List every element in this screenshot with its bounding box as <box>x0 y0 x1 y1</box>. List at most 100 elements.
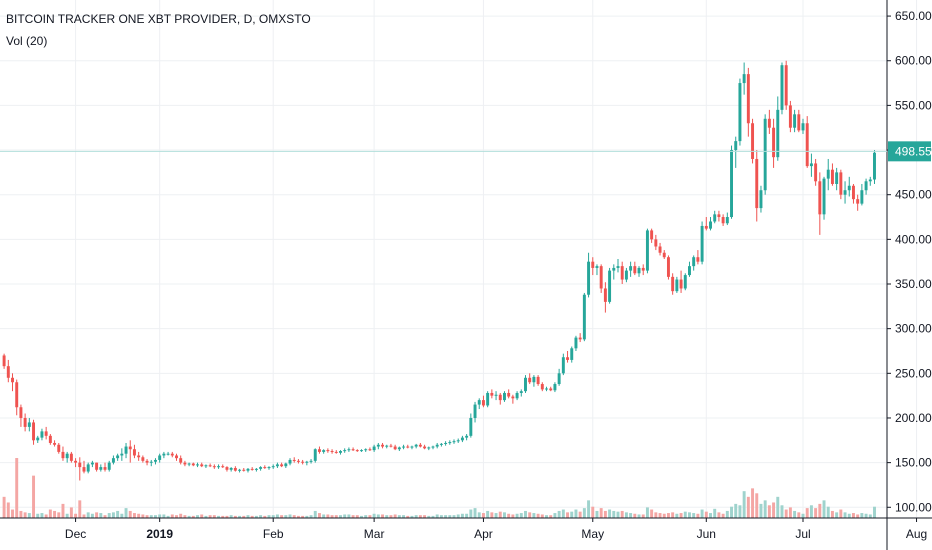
candle-body <box>355 450 359 452</box>
volume-bar <box>154 515 157 518</box>
candle-body <box>809 163 813 167</box>
candle-body <box>154 459 157 462</box>
volume-bar <box>120 513 124 518</box>
candle-body <box>141 457 145 461</box>
candle-body <box>566 357 570 360</box>
candle-body <box>351 449 355 451</box>
candle-body <box>666 257 670 277</box>
candle-body <box>32 422 36 441</box>
candle-body <box>692 257 696 267</box>
volume-bar <box>801 513 805 518</box>
candle-body <box>641 267 645 271</box>
candle-body <box>486 392 490 406</box>
volume-bar <box>322 514 326 518</box>
volume-bar <box>650 509 654 518</box>
candle-body <box>250 468 254 470</box>
candle-body <box>519 391 523 393</box>
candle-body <box>61 451 65 459</box>
candle-body <box>246 468 250 471</box>
y-tick-label: 150.00 <box>895 456 932 470</box>
y-tick-label: 550.00 <box>895 98 932 112</box>
candle-body <box>166 453 170 455</box>
volume-bar <box>271 515 275 518</box>
y-tick-label: 100.00 <box>895 500 932 514</box>
candle-body <box>603 288 607 302</box>
volume-bar <box>36 513 40 518</box>
volume-bar <box>200 514 204 518</box>
volume-bar <box>15 458 19 518</box>
candle-body <box>645 230 649 271</box>
candle-body <box>709 221 712 229</box>
volume-bar <box>259 515 263 518</box>
candle-body <box>843 190 847 195</box>
candle-body <box>814 163 818 182</box>
volume-bar <box>6 502 10 518</box>
volume-bar <box>624 512 628 518</box>
candle-body <box>545 388 548 390</box>
candle-body <box>208 465 212 467</box>
y-tick-label: 400.00 <box>895 232 932 246</box>
candle-body <box>637 267 641 274</box>
candle-body <box>69 453 73 461</box>
x-tick-label: Mar <box>364 527 385 541</box>
volume-bar <box>692 513 696 518</box>
candle-body <box>553 384 557 391</box>
volume-bar <box>868 514 872 518</box>
volume-bar <box>313 510 317 518</box>
volume-bar <box>242 515 246 518</box>
candle-body <box>507 392 511 397</box>
candle-body <box>204 465 208 467</box>
volume-bar <box>776 496 780 518</box>
volume-bar <box>427 515 431 518</box>
candle-body <box>688 266 691 276</box>
volume-bar <box>263 515 267 518</box>
candle-body <box>381 444 385 447</box>
candle-body <box>633 266 637 274</box>
volume-bar <box>141 514 145 518</box>
volume-bar <box>612 510 616 518</box>
candle-body <box>149 461 153 463</box>
volume-bar <box>393 514 397 518</box>
volume-bar <box>679 513 683 518</box>
x-tick-label: Dec <box>65 527 86 541</box>
volume-bar <box>292 515 296 518</box>
candle-body <box>616 266 620 268</box>
candle-body <box>742 74 746 84</box>
candle-body <box>99 467 103 470</box>
volume-bar <box>788 507 792 518</box>
volume-bar <box>280 515 284 518</box>
volume-bar <box>860 513 864 518</box>
volume-bar <box>418 515 422 518</box>
candle-body <box>2 355 6 367</box>
candles <box>2 60 876 481</box>
candle-body <box>759 190 763 209</box>
volume-bar <box>734 503 738 518</box>
candle-body <box>713 214 717 222</box>
volume-bar <box>662 513 666 518</box>
candle-body <box>868 179 872 182</box>
candle-body <box>410 446 414 448</box>
candle-body <box>730 150 733 218</box>
candle-body <box>515 392 519 399</box>
candle-body <box>658 246 662 253</box>
volume-bar <box>175 515 178 518</box>
volume-bar <box>851 513 855 518</box>
volume-bar <box>713 508 717 518</box>
candle-body <box>128 446 132 450</box>
volume-bar <box>599 508 603 518</box>
volume-bar <box>402 515 406 518</box>
candle-body <box>339 451 342 453</box>
volume-bar <box>696 513 700 518</box>
y-tick-label: 600.00 <box>895 54 932 68</box>
candle-body <box>397 447 401 450</box>
candle-body <box>460 437 464 441</box>
candle-body <box>233 467 237 471</box>
volume-bar <box>246 515 250 518</box>
candle-body <box>805 123 809 167</box>
candle-body <box>183 462 187 465</box>
volume-bar <box>317 513 321 518</box>
candle-body <box>452 441 456 443</box>
